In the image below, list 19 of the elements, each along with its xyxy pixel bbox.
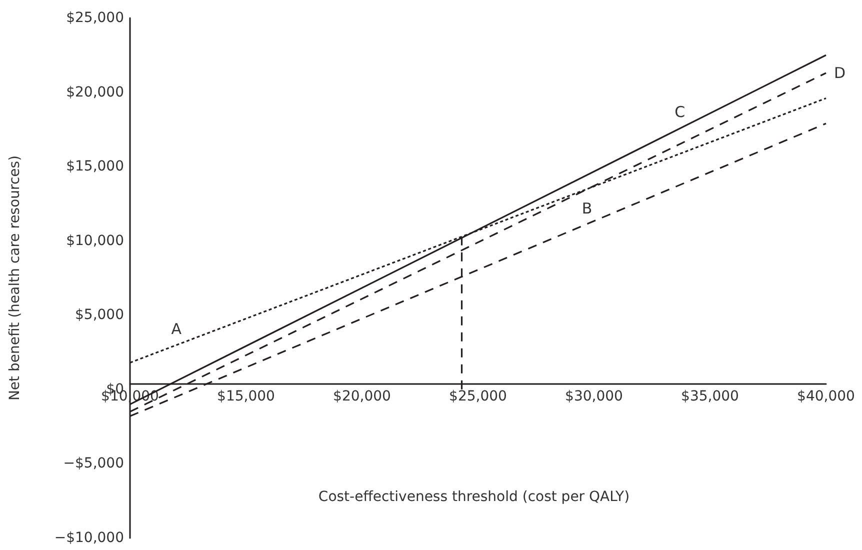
y-tick-label: $15,000 <box>66 158 124 175</box>
annotation: Cost-effectiveness threshold (cost per QALY) <box>318 489 630 505</box>
y-tick-label: $25,000 <box>66 10 124 26</box>
y-axis-title: Net benefit (health care resources) <box>7 155 23 401</box>
annotation: A <box>171 320 182 338</box>
annotation: B <box>582 200 592 218</box>
annotation: D <box>834 64 846 82</box>
x-tick-label: $40,000 <box>797 388 855 405</box>
x-tick-label: $35,000 <box>681 388 739 405</box>
y-tick-label: $10,000 <box>66 232 124 249</box>
x-tick-label: $25,000 <box>449 388 507 405</box>
x-tick-label: $30,000 <box>565 388 623 405</box>
y-tick-label: $5,000 <box>75 307 124 324</box>
y-tick-label: −$10,000 <box>54 530 124 546</box>
x-tick-label: $15,000 <box>217 388 275 405</box>
y-tick-label: −$5,000 <box>63 456 124 472</box>
annotation: C <box>674 102 686 121</box>
y-tick-label: $20,000 <box>66 84 124 100</box>
x-tick-label: $20,000 <box>333 388 391 405</box>
